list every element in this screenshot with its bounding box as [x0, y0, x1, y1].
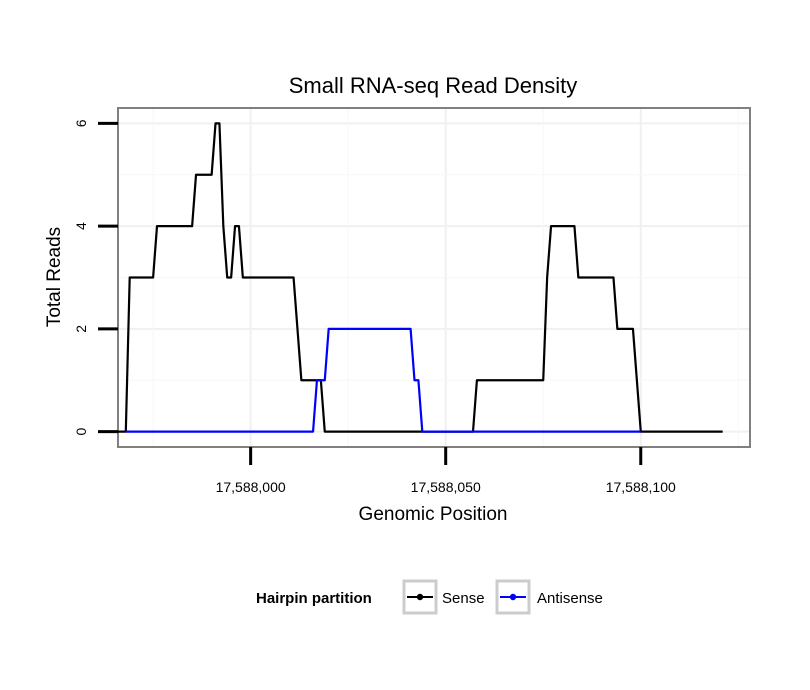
- axes: 0 2 4 6 17,588,000 17,588,050 17,588,100: [73, 119, 676, 495]
- plot-panel-border: [117, 107, 751, 448]
- legend: Hairpin partition Sense Antisense: [256, 579, 603, 615]
- legend-item-antisense: Antisense: [495, 579, 603, 615]
- series-line-antisense: [125, 327, 641, 433]
- legend-title: Hairpin partition: [256, 590, 372, 607]
- chart-title: Small RNA-seq Read Density: [289, 73, 578, 98]
- y-tick-label-6: 6: [73, 119, 89, 127]
- legend-point-antisense: [509, 593, 517, 601]
- series-line-sense: [110, 122, 723, 433]
- series-lines: [110, 122, 723, 433]
- x-tick-label-1: 17,588,050: [411, 479, 481, 495]
- legend-point-sense: [416, 593, 424, 601]
- legend-label-antisense: Antisense: [537, 590, 603, 607]
- legend-label-sense: Sense: [442, 590, 485, 607]
- legend-item-sense: Sense: [402, 579, 485, 615]
- y-tick-label-4: 4: [73, 222, 89, 230]
- y-tick-label-2: 2: [73, 325, 89, 333]
- x-tick-label-2: 17,588,100: [606, 479, 676, 495]
- x-tick-label-0: 17,588,000: [216, 479, 286, 495]
- y-tick-label-0: 0: [73, 427, 89, 435]
- y-axis-title: Total Reads: [44, 227, 65, 327]
- x-axis-title: Genomic Position: [359, 504, 508, 525]
